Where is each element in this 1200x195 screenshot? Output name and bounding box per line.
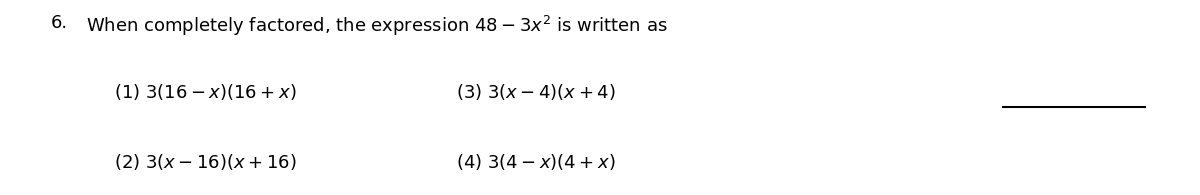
Text: (1) $3(16-x)(16+x)$: (1) $3(16-x)(16+x)$: [114, 82, 296, 102]
Text: 6.: 6.: [50, 14, 67, 32]
Text: When completely factored, the expression $48-3x^2$ is written as: When completely factored, the expression…: [86, 14, 668, 38]
Text: (2) $3(x-16)(x+16)$: (2) $3(x-16)(x+16)$: [114, 152, 296, 172]
Text: (3) $3(x-4)(x+4)$: (3) $3(x-4)(x+4)$: [456, 82, 616, 102]
Text: (4) $3(4-x)(4+x)$: (4) $3(4-x)(4+x)$: [456, 152, 616, 172]
